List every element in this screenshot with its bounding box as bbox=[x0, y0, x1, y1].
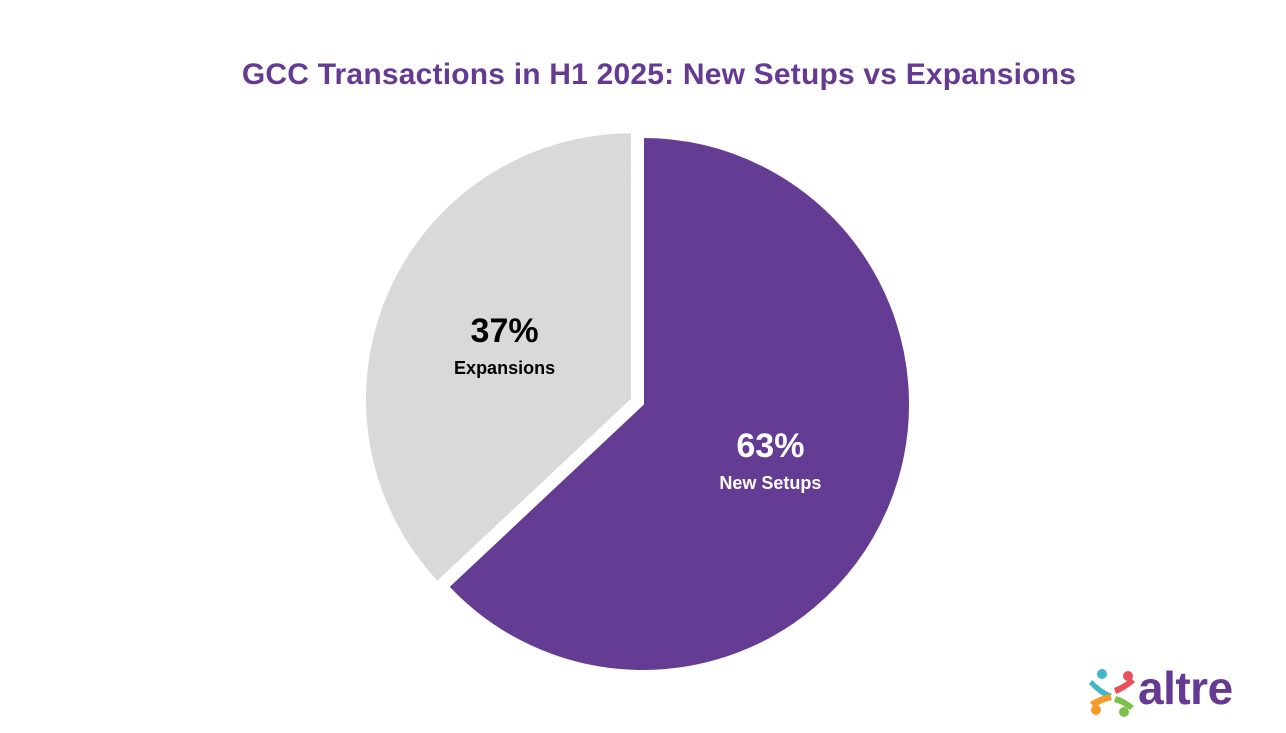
pie-slice-expansions bbox=[363, 131, 633, 584]
data-label-new-setups-name: New Setups bbox=[719, 473, 821, 493]
altre-logo-text: altre bbox=[1138, 662, 1233, 714]
data-label-new-setups-percent: 63% bbox=[736, 427, 804, 465]
altre-logo: altre bbox=[1088, 662, 1263, 720]
pie-slices bbox=[363, 131, 911, 672]
pie-labels: 63% New Setups 37% Expansions bbox=[454, 312, 821, 493]
chart-title: GCC Transactions in H1 2025: New Setups … bbox=[241, 58, 1077, 91]
altre-logo-mark-icon bbox=[1089, 669, 1135, 717]
data-label-expansions-name: Expansions bbox=[454, 358, 555, 378]
data-label-expansions-percent: 37% bbox=[471, 312, 539, 350]
pie-slice-new-setups bbox=[446, 135, 911, 672]
